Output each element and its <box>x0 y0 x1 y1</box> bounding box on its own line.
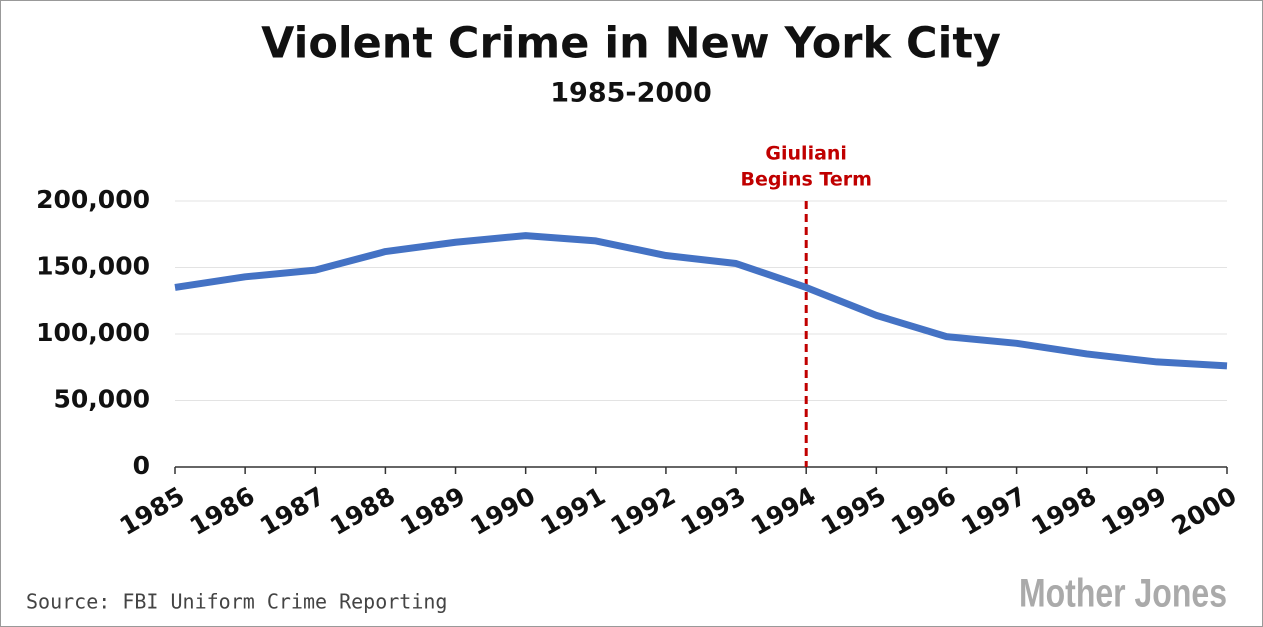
annotation-text: Begins Term <box>740 169 871 191</box>
y-tick-label: 200,000 <box>36 185 150 214</box>
y-tick-label: 150,000 <box>36 252 150 281</box>
y-tick-label: 0 <box>133 451 150 480</box>
chart-title: Violent Crime in New York City <box>261 19 1001 69</box>
logo: Mother Jones <box>1019 570 1227 615</box>
source: Source: FBI Uniform Crime Reporting <box>26 590 447 614</box>
data-line <box>174 232 1228 370</box>
annotation-text: Giuliani <box>765 143 847 165</box>
y-tick-label: 100,000 <box>36 318 150 347</box>
chart-subtitle: 1985-2000 <box>550 78 712 109</box>
y-tick-label: 50,000 <box>54 385 150 414</box>
